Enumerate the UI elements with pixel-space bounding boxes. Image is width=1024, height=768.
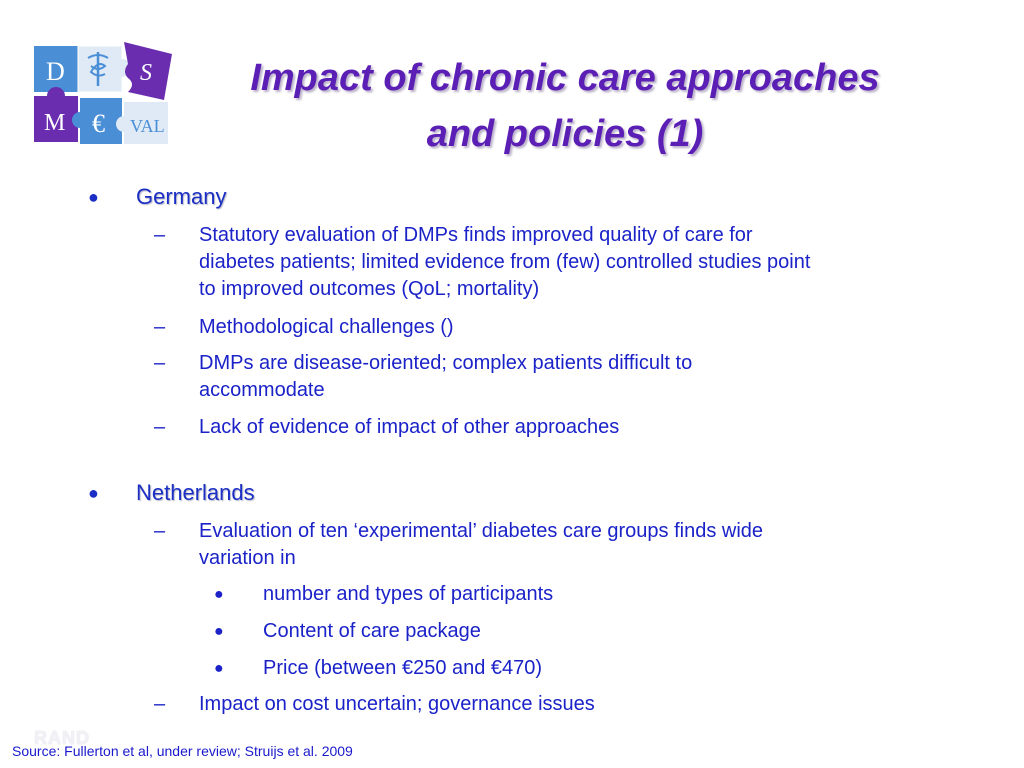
source-citation: Source: Fullerton et al, under review; S… bbox=[12, 743, 353, 759]
dash-icon: – bbox=[154, 693, 166, 715]
logo-letter-s: S bbox=[140, 60, 152, 86]
list-item-line: DMPs are disease-oriented; complex patie… bbox=[199, 352, 693, 374]
dash-icon: – bbox=[154, 416, 166, 438]
sub-list-item-text: Price (between €250 and €470) bbox=[263, 657, 543, 679]
list-item-line: diabetes patients; limited evidence from… bbox=[199, 251, 811, 273]
list-item-text: DMPs are disease-oriented; complex patie… bbox=[199, 350, 994, 404]
dsm-eval-puzzle-logo: D S M € VAL bbox=[32, 42, 172, 150]
list-item-line: Evaluation of ten ‘experimental’ diabete… bbox=[199, 520, 764, 542]
slide-title-line-2: and policies (1) bbox=[426, 113, 704, 155]
list-item-line: variation in bbox=[199, 547, 296, 569]
bullet-icon: ● bbox=[88, 187, 99, 207]
list-item-text: Evaluation of ten ‘experimental’ diabete… bbox=[199, 518, 994, 572]
list-item-text: Impact on cost uncertain; governance iss… bbox=[199, 693, 595, 715]
list-item-text: Statutory evaluation of DMPs finds impro… bbox=[199, 222, 994, 303]
list-item-line: accommodate bbox=[199, 379, 325, 401]
list-item-text: Lack of evidence of impact of other appr… bbox=[199, 416, 620, 438]
dash-icon: – bbox=[154, 316, 166, 338]
logo-letter-d: D bbox=[46, 57, 65, 86]
logo-letter-m: M bbox=[44, 110, 65, 136]
bullet-icon: ● bbox=[214, 623, 224, 640]
section-heading-text: Netherlands bbox=[136, 480, 255, 505]
sub-list-item-text: number and types of participants bbox=[263, 583, 554, 605]
logo-text-val: VAL bbox=[130, 116, 165, 136]
section-heading-text: Germany bbox=[136, 184, 227, 209]
dash-icon: – bbox=[154, 520, 166, 542]
dash-icon: – bbox=[154, 352, 166, 374]
slide-title: Impact of chronic care approaches and po… bbox=[170, 50, 960, 162]
bullet-icon: ● bbox=[214, 586, 224, 603]
list-item-text: Methodological challenges () bbox=[199, 316, 454, 338]
slide-title-line-1: Impact of chronic care approaches bbox=[250, 57, 880, 99]
sub-list-item-text: Content of care package bbox=[263, 620, 481, 642]
bullet-icon: ● bbox=[214, 660, 224, 677]
logo-euro-sign: € bbox=[92, 109, 105, 138]
list-item-line: to improved outcomes (QoL; mortality) bbox=[199, 278, 540, 300]
list-item-line: Statutory evaluation of DMPs finds impro… bbox=[199, 224, 753, 246]
bullet-icon: ● bbox=[88, 483, 99, 503]
rand-watermark: RAND bbox=[34, 728, 90, 748]
dash-icon: – bbox=[154, 224, 166, 246]
